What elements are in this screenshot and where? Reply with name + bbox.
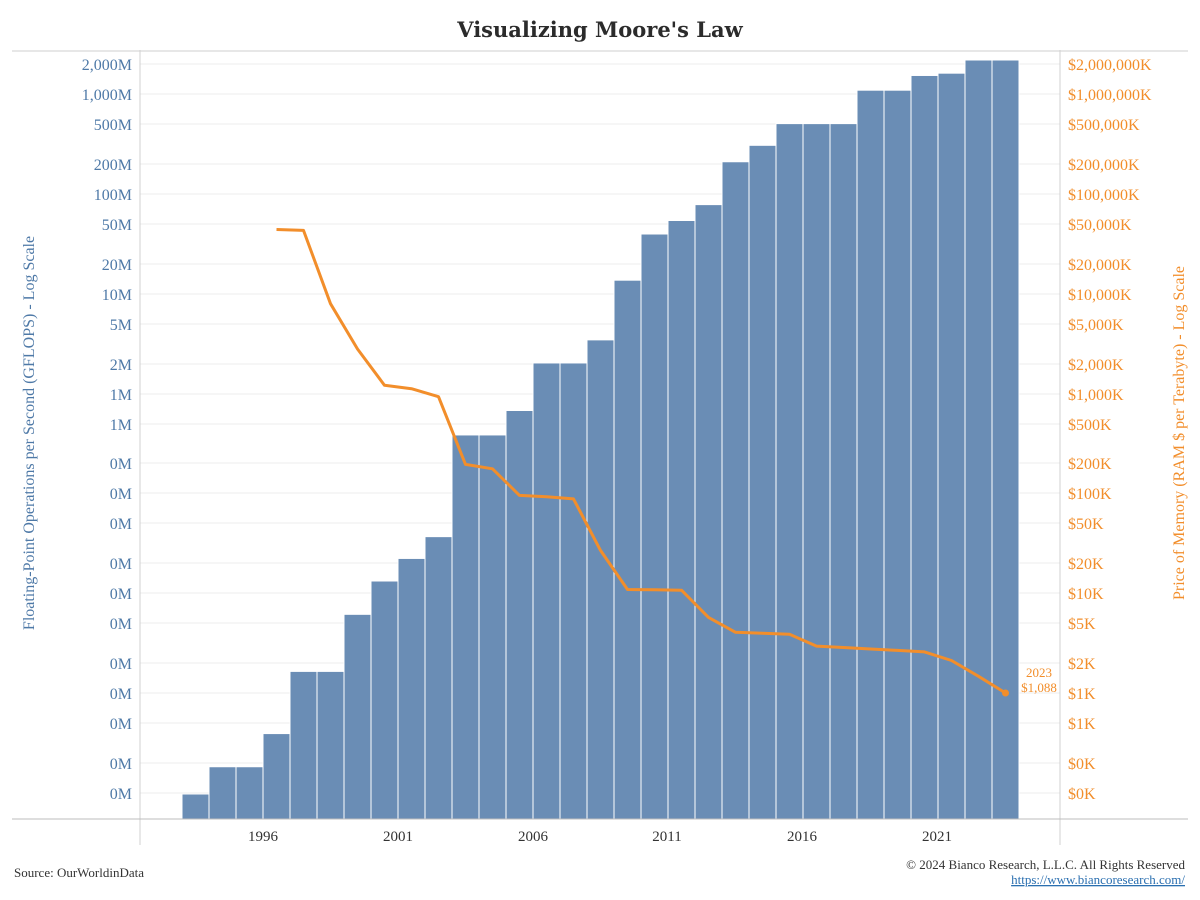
ram-price-line-layer bbox=[276, 228, 1009, 697]
y-left-tick-label: 0M bbox=[110, 656, 132, 673]
y-right-tick-label: $500,000K bbox=[1068, 117, 1140, 134]
y-right-tick-label: $1K bbox=[1068, 686, 1096, 703]
x-tick-label: 2011 bbox=[652, 829, 681, 845]
left-axis-ticks: 2,000M 1,000M 500M 200M 100M 50M 20M 10M 5M 2M 1M 1… bbox=[82, 57, 132, 803]
y-right-tick-label: $200K bbox=[1068, 456, 1112, 473]
y-right-axis-label: Price of Memory (RAM $ per Terabyte) - L… bbox=[1171, 266, 1188, 600]
y-right-tick-label: $50,000K bbox=[1068, 217, 1132, 234]
y-right-tick-label: $100K bbox=[1068, 486, 1112, 503]
bar-1998 bbox=[316, 670, 345, 820]
bar-2022 bbox=[964, 59, 993, 820]
y-right-tick-label: $50K bbox=[1068, 516, 1104, 533]
y-left-tick-label: 1M bbox=[110, 387, 132, 404]
bar-2005 bbox=[505, 410, 534, 820]
x-tick-label: 2021 bbox=[922, 829, 952, 845]
y-right-tick-label: $2K bbox=[1068, 656, 1096, 673]
y-right-tick-label: $1,000K bbox=[1068, 387, 1124, 404]
bar-1995 bbox=[235, 766, 264, 820]
bar-2004 bbox=[478, 434, 507, 820]
copyright-note: © 2024 Bianco Research, L.L.C. All Right… bbox=[906, 857, 1185, 872]
chart-title: Visualizing Moore's Law bbox=[456, 17, 743, 42]
y-right-tick-label: $10K bbox=[1068, 586, 1104, 603]
y-right-tick-label: $1K bbox=[1068, 716, 1096, 733]
x-axis-ticks: 1996 2001 2006 2011 2016 2021 bbox=[248, 829, 952, 845]
y-right-tick-label: $1,000,000K bbox=[1068, 87, 1152, 104]
y-left-tick-label: 2M bbox=[110, 357, 132, 374]
bar-1997 bbox=[289, 670, 318, 820]
y-left-tick-label: 0M bbox=[110, 756, 132, 773]
y-right-tick-label: $20,000K bbox=[1068, 257, 1132, 274]
y-right-tick-label: $5K bbox=[1068, 616, 1096, 633]
y-left-tick-label: 1M bbox=[110, 417, 132, 434]
y-right-tick-label: $0K bbox=[1068, 756, 1096, 773]
bar-2010 bbox=[640, 233, 669, 820]
y-left-tick-label: 0M bbox=[110, 456, 132, 473]
y-right-tick-label: $10,000K bbox=[1068, 287, 1132, 304]
bar-2011 bbox=[667, 220, 696, 820]
y-left-tick-label: 0M bbox=[110, 686, 132, 703]
bar-2006 bbox=[532, 362, 561, 820]
y-left-tick-label: 10M bbox=[102, 287, 132, 304]
y-left-tick-label: 0M bbox=[110, 556, 132, 573]
bar-2019 bbox=[883, 89, 912, 820]
y-right-tick-label: $2,000,000K bbox=[1068, 57, 1152, 74]
x-tick-label: 2001 bbox=[383, 829, 413, 845]
y-left-tick-label: 0M bbox=[110, 516, 132, 533]
annotation-value: $1,088 bbox=[1021, 680, 1057, 695]
bar-2020 bbox=[910, 74, 939, 820]
bar-1993 bbox=[181, 793, 210, 820]
y-left-tick-label: 0M bbox=[110, 716, 132, 733]
y-left-tick-label: 0M bbox=[110, 486, 132, 503]
gflops-bars bbox=[181, 59, 1020, 820]
y-left-tick-label: 100M bbox=[94, 187, 132, 204]
y-right-tick-label: $2,000K bbox=[1068, 357, 1124, 374]
bar-2016 bbox=[802, 123, 831, 820]
y-right-tick-label: $0K bbox=[1068, 786, 1096, 803]
ram-price-endpoint bbox=[1002, 689, 1009, 697]
y-right-tick-label: $200,000K bbox=[1068, 157, 1140, 174]
bar-2009 bbox=[613, 279, 642, 820]
bar-1994 bbox=[208, 766, 237, 820]
x-tick-label: 2016 bbox=[787, 829, 818, 845]
bar-2013 bbox=[721, 161, 750, 820]
y-right-tick-label: $100,000K bbox=[1068, 187, 1140, 204]
bar-2002 bbox=[424, 536, 453, 820]
bar-2007 bbox=[559, 362, 588, 820]
y-left-tick-label: 0M bbox=[110, 616, 132, 633]
ram-price-line bbox=[276, 228, 1007, 695]
y-left-tick-label: 500M bbox=[94, 117, 132, 134]
right-axis-ticks: $2,000,000K $1,000,000K $500,000K $200,000K… bbox=[1068, 57, 1152, 803]
bar-2014 bbox=[748, 144, 777, 820]
y-left-tick-label: 50M bbox=[102, 217, 132, 234]
y-right-tick-label: $5,000K bbox=[1068, 317, 1124, 334]
y-left-tick-label: 200M bbox=[94, 157, 132, 174]
bar-2017 bbox=[829, 123, 858, 820]
website-link[interactable]: https://www.biancoresearch.com/ bbox=[1011, 872, 1185, 887]
bar-2000 bbox=[370, 580, 399, 820]
y-left-tick-label: 2,000M bbox=[82, 57, 132, 74]
bar-2003 bbox=[451, 434, 480, 820]
bar-2012 bbox=[694, 204, 723, 820]
y-left-axis-label: Floating-Point Operations per Second (GF… bbox=[21, 236, 38, 630]
bar-2008 bbox=[586, 339, 615, 820]
bar-2023 bbox=[991, 59, 1020, 820]
y-right-tick-label: $20K bbox=[1068, 556, 1104, 573]
bar-2021 bbox=[937, 72, 966, 820]
y-left-tick-label: 0M bbox=[110, 786, 132, 803]
bar-1999 bbox=[343, 613, 372, 820]
y-left-tick-label: 1,000M bbox=[82, 87, 132, 104]
bar-2015 bbox=[775, 123, 804, 820]
x-tick-label: 1996 bbox=[248, 829, 279, 845]
bar-1996 bbox=[262, 733, 291, 820]
y-right-tick-label: $500K bbox=[1068, 417, 1112, 434]
bar-2001 bbox=[397, 557, 426, 820]
x-tick-label: 2006 bbox=[518, 829, 549, 845]
y-left-tick-label: 20M bbox=[102, 257, 132, 274]
y-left-tick-label: 0M bbox=[110, 586, 132, 603]
annotation-year: 2023 bbox=[1026, 665, 1052, 680]
bar-2018 bbox=[856, 89, 885, 820]
source-note: Source: OurWorldinData bbox=[14, 865, 144, 880]
y-left-tick-label: 5M bbox=[110, 317, 132, 334]
